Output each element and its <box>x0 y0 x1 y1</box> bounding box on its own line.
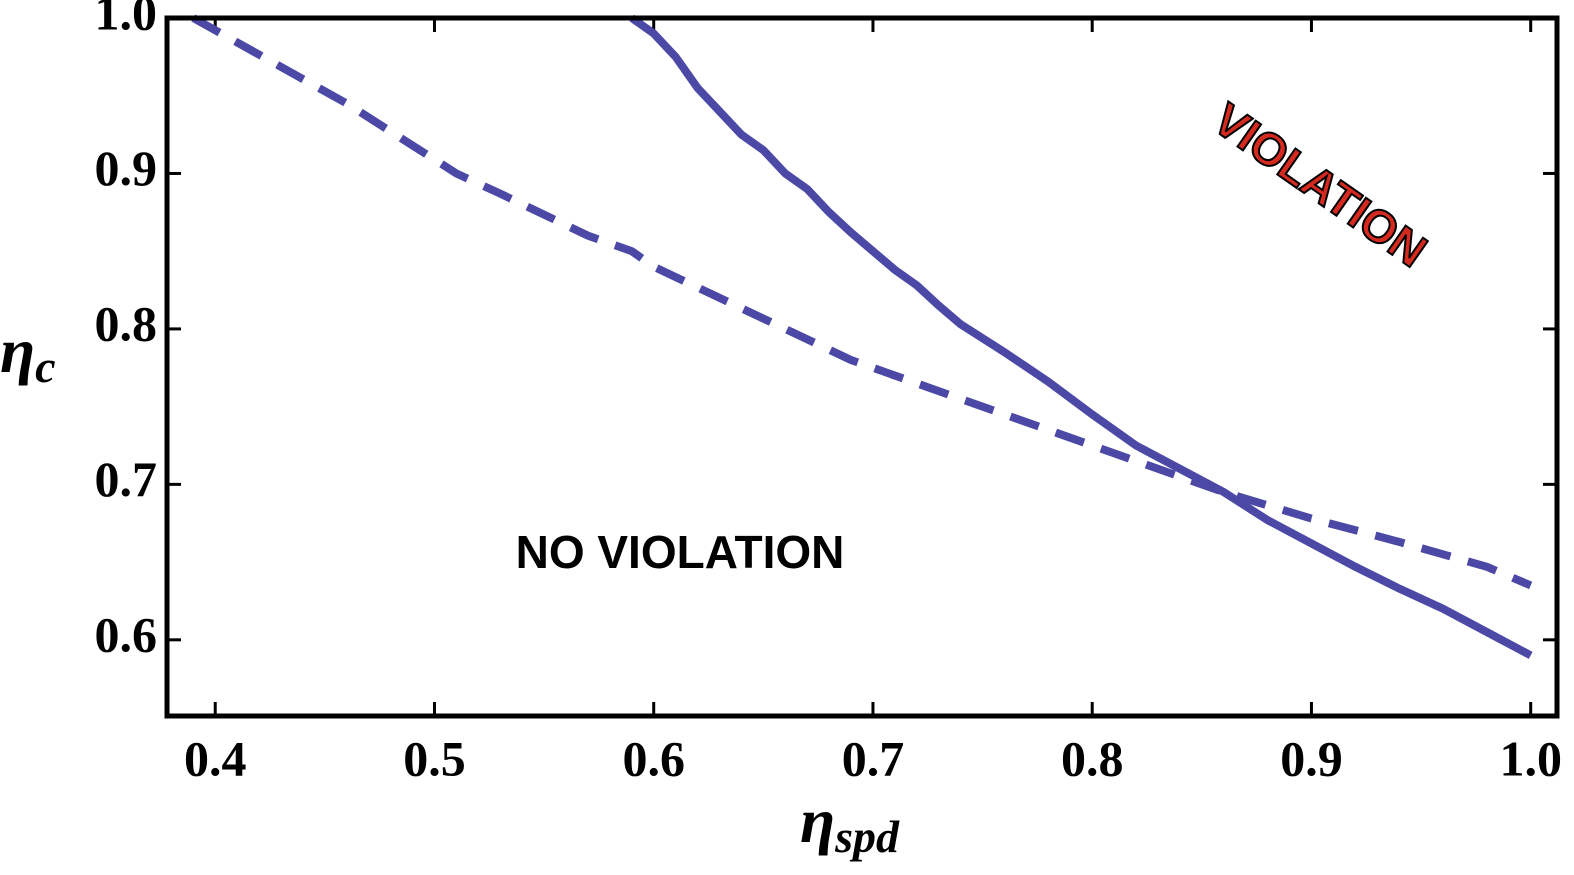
plot-frame <box>164 15 1560 719</box>
x-tick-label: 1.0 <box>1499 730 1562 786</box>
y-tick-label: 0.8 <box>95 295 158 351</box>
x-tick-label: 0.7 <box>842 730 905 786</box>
y-tick-label: 0.9 <box>95 140 158 196</box>
y-label-symbol: η <box>0 315 35 386</box>
no-violation-label: NO VIOLATION <box>516 526 845 578</box>
y-tick-label: 0.6 <box>95 606 158 662</box>
x-tick-label: 0.5 <box>403 730 466 786</box>
x-label-subscript: spd <box>834 811 900 862</box>
x-tick-label: 0.9 <box>1280 730 1343 786</box>
x-tick-label: 0.4 <box>184 730 247 786</box>
x-axis-label: ηspd <box>800 785 900 862</box>
y-tick-label: 0.7 <box>95 451 158 507</box>
series-line <box>629 14 1533 659</box>
y-axis-label: ηc <box>0 315 56 392</box>
violation-label: VIOLATION <box>1204 93 1436 277</box>
y-label-subscript: c <box>35 341 55 392</box>
x-label-symbol: η <box>800 785 835 856</box>
x-tick-label: 0.6 <box>622 730 685 786</box>
y-tick-label: 1.0 <box>95 0 158 40</box>
x-tick-label: 0.8 <box>1061 730 1124 786</box>
series-line <box>191 14 1533 590</box>
